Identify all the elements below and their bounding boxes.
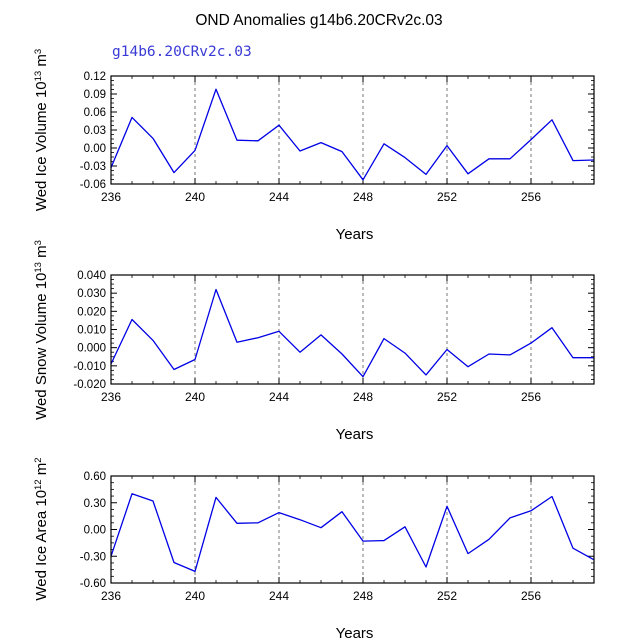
x-tick-label: 244 [269,589,289,603]
y-axis-label-superscript: 13 [33,71,44,82]
y-tick-label: 0.030 [77,288,106,300]
y-axis-label: Wed Snow Volume 1013 m3 [33,240,51,420]
y-tick-label: 0.020 [77,306,106,318]
x-tick-label: 240 [185,589,205,603]
y-tick-label: 0.12 [84,71,106,83]
y-tick-label: 0.06 [84,107,106,119]
x-tick-label: 252 [437,390,457,404]
x-tick-label: 248 [353,390,373,404]
x-tick-label: 256 [521,390,541,404]
x-tick-label: 244 [269,190,289,204]
y-tick-label: 0.30 [84,498,106,510]
x-tick-label: 248 [353,190,373,204]
plot-frame [111,76,594,184]
y-axis-label-text: m [33,54,50,71]
y-axis-label-superscript: 13 [33,262,44,273]
y-tick-label: 0.010 [77,325,106,337]
series-line [111,494,594,572]
y-axis-label-text: m [33,463,50,480]
x-tick-label: 248 [353,589,373,603]
y-tick-label: 0.60 [84,471,106,483]
series-line [111,290,594,377]
x-tick-label: 240 [185,190,205,204]
y-axis-label-text: Wed Ice Area 10 [33,490,50,601]
y-axis-label-text: Wed Ice Volume 10 [33,81,50,211]
x-tick-label: 236 [101,589,121,603]
y-axis-label-superscript: 2 [33,457,44,462]
y-axis-label-superscript: 3 [33,240,44,245]
y-axis-label-text: Wed Snow Volume 10 [33,273,50,420]
x-axis-label: Years [336,426,374,443]
x-axis-label: Years [336,625,374,638]
x-tick-label: 236 [101,190,121,204]
y-axis-label: Wed Ice Volume 1013 m3 [33,49,51,211]
y-axis-label-superscript: 12 [33,479,44,490]
x-tick-label: 252 [437,589,457,603]
x-tick-label: 256 [521,190,541,204]
y-tick-label: 0.000 [77,343,106,355]
y-tick-label: -0.010 [73,361,106,373]
plot-frame [111,275,594,384]
y-axis-label-superscript: 3 [33,49,44,54]
x-tick-label: 236 [101,390,121,404]
y-tick-label: 0.040 [77,270,106,282]
series-line [111,89,594,180]
y-tick-label: 0.03 [84,125,106,137]
x-tick-label: 244 [269,390,289,404]
x-axis-label: Years [336,226,374,243]
panel-2: -0.020-0.0100.0000.0100.0200.0300.040236… [33,240,595,443]
y-tick-label: 0.00 [84,525,106,537]
y-axis-label: Wed Ice Area 1012 m2 [33,457,51,600]
y-tick-label: -0.03 [80,161,106,173]
y-tick-label: 0.09 [84,89,106,101]
x-tick-label: 256 [521,589,541,603]
x-tick-label: 252 [437,190,457,204]
y-tick-label: 0.00 [84,143,106,155]
plot-subtitle: g14b6.20CRv2c.03 [112,44,252,60]
x-tick-label: 240 [185,390,205,404]
y-axis-label-text: m [33,245,50,262]
y-tick-label: -0.30 [80,551,106,563]
page-title: OND Anomalies g14b6.20CRv2c.03 [195,12,442,29]
